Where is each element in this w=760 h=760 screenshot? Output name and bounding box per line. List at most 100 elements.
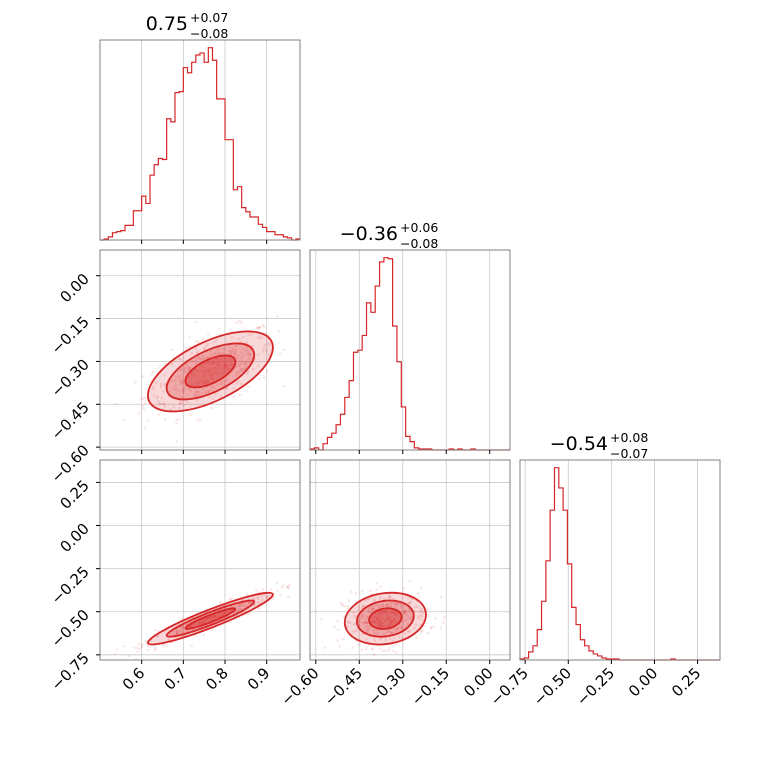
scatter-point: [371, 648, 375, 651]
scatter-point: [356, 627, 359, 631]
scatter-point: [172, 387, 175, 390]
scatter-point: [364, 647, 368, 651]
scatter-point: [269, 588, 273, 592]
scatter-point: [230, 347, 234, 350]
scatter-point: [152, 387, 155, 391]
scatter-point: [258, 326, 262, 329]
scatter-point: [371, 607, 374, 610]
scatter-point: [194, 393, 197, 397]
scatter-point: [195, 390, 198, 394]
scatter-point: [240, 602, 243, 606]
scatter-point: [191, 624, 194, 627]
scatter-point: [234, 344, 238, 348]
scatter-point: [377, 624, 381, 628]
scatter-point: [386, 617, 390, 621]
scatter-point: [257, 597, 260, 601]
scatter-point: [114, 402, 117, 406]
scatter-point: [225, 387, 229, 391]
scatter-point: [222, 611, 226, 614]
scatter-point: [373, 620, 377, 624]
scatter-point: [353, 614, 356, 618]
scatter-point: [265, 595, 269, 598]
scatter-point: [197, 621, 201, 624]
scatter-point: [160, 396, 164, 400]
scatter-point: [228, 349, 231, 353]
scatter-point: [359, 617, 363, 620]
scatter-point: [386, 624, 390, 628]
scatter-point: [255, 326, 259, 329]
scatter-point: [393, 602, 397, 606]
scatter-point: [367, 610, 371, 614]
scatter-point: [404, 609, 408, 613]
scatter-point: [387, 594, 391, 598]
scatter-point: [403, 619, 406, 623]
scatter-point: [208, 389, 211, 392]
scatter-point: [395, 643, 398, 647]
scatter-point: [434, 617, 437, 620]
contour-level-3: [184, 607, 237, 630]
scatter-point: [206, 389, 209, 393]
scatter-point: [241, 360, 245, 364]
scatter-point: [208, 370, 211, 374]
scatter-point: [211, 361, 214, 364]
scatter-point: [378, 596, 382, 600]
scatter-point: [191, 359, 194, 363]
scatter-point: [384, 609, 388, 613]
scatter-point: [220, 357, 223, 361]
scatter-point: [170, 380, 173, 383]
scatter-point: [135, 646, 139, 650]
scatter-point: [365, 625, 369, 628]
scatter-point: [194, 634, 197, 637]
scatter-point: [133, 381, 137, 384]
scatter-point: [245, 349, 248, 352]
scatter-point: [388, 646, 391, 650]
scatter-point: [394, 602, 398, 605]
scatter-point: [282, 584, 285, 587]
scatter-point: [367, 597, 371, 601]
scatter-point: [419, 623, 423, 626]
scatter-point: [408, 629, 412, 633]
scatter-point: [371, 607, 375, 611]
scatter-point: [347, 599, 351, 603]
scatter-point: [197, 356, 201, 360]
scatter-point: [178, 406, 181, 410]
scatter-point: [372, 637, 376, 641]
scatter-point: [184, 347, 188, 350]
scatter-point: [420, 609, 424, 612]
scatter-point: [214, 369, 217, 373]
scatter-point: [180, 401, 184, 405]
scatter-point: [419, 586, 423, 589]
scatter-point: [143, 401, 147, 405]
scatter-point: [245, 372, 249, 376]
scatter-point: [215, 358, 219, 361]
scatter-point: [375, 604, 379, 607]
scatter-point: [209, 352, 212, 356]
scatter-point: [379, 623, 383, 627]
scatter-point: [393, 627, 396, 631]
scatter-point: [230, 597, 233, 601]
scatter-point: [179, 625, 183, 629]
scatter-point: [200, 357, 203, 361]
scatter-point: [391, 639, 395, 643]
panel-frame: [309, 249, 511, 451]
scatter-point: [195, 351, 199, 355]
scatter-point: [400, 620, 404, 624]
scatter-point: [416, 615, 419, 619]
scatter-point: [180, 380, 184, 384]
scatter-point: [213, 361, 217, 365]
scatter-point: [178, 368, 182, 372]
scatter-point: [230, 351, 233, 354]
scatter-point: [255, 589, 258, 593]
scatter-point: [249, 353, 252, 356]
scatter-point: [238, 364, 241, 368]
scatter-point: [362, 622, 365, 626]
scatter-point: [235, 371, 239, 374]
scatter-point: [371, 620, 375, 623]
scatter-point: [161, 644, 165, 648]
scatter-point: [365, 637, 368, 641]
scatter-point: [388, 622, 391, 626]
scatter-point: [364, 621, 367, 624]
scatter-point: [219, 382, 222, 386]
scatter-point: [386, 602, 389, 606]
scatter-point: [426, 614, 430, 617]
